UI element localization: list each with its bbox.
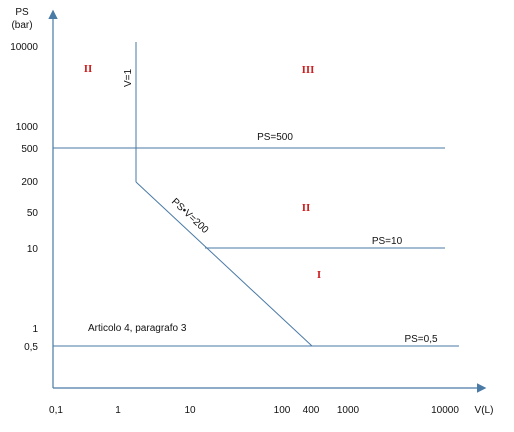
y-tick-2: 10 <box>27 244 39 255</box>
article-note: Articolo 4, paragrafo 3 <box>88 323 187 334</box>
zone-label-iii: III <box>302 64 315 76</box>
y-tick-5: 500 <box>21 144 38 155</box>
y-tick-3: 50 <box>27 208 39 219</box>
zone-label-ii-left: II <box>84 63 93 75</box>
y-tick-6: 1000 <box>16 122 39 133</box>
label-v-1: V=1 <box>123 69 134 88</box>
zone-label-i: I <box>317 269 321 281</box>
x-tick-0: 0,1 <box>49 405 63 416</box>
line-psv-200 <box>135 181 313 347</box>
x-axis-label: V(L) <box>475 405 494 416</box>
x-tick-5: 1000 <box>337 405 360 416</box>
y-tick-7: 10000 <box>10 42 38 53</box>
x-tick-4: 400 <box>303 405 320 416</box>
x-tick-2: 10 <box>184 405 196 416</box>
x-tick-1: 1 <box>115 405 121 416</box>
y-tick-4: 200 <box>21 177 38 188</box>
x-tick-3: 100 <box>274 405 291 416</box>
label-ps-500: PS=500 <box>257 132 293 143</box>
label-ps-0-5: PS=0,5 <box>404 334 438 345</box>
y-axis-label-1: PS <box>15 7 29 18</box>
zone-label-ii-mid: II <box>302 202 311 214</box>
y-tick-1: 1 <box>32 324 38 335</box>
x-tick-6: 10000 <box>431 405 459 416</box>
y-tick-0: 0,5 <box>24 342 38 353</box>
label-psv-200: PS•V=200 <box>169 196 210 236</box>
y-axis-label-2: (bar) <box>11 20 32 31</box>
label-ps-10: PS=10 <box>372 236 403 247</box>
